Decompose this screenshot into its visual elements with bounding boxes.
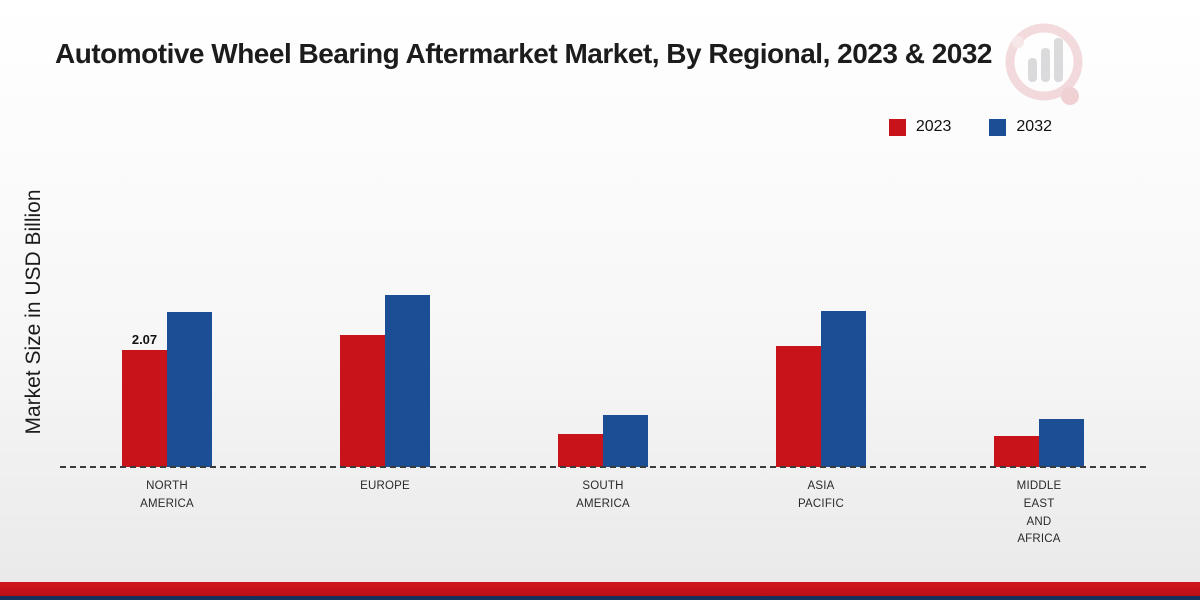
y-axis-label: Market Size in USD Billion <box>22 189 45 435</box>
bar-group-asia-pacific <box>776 290 866 467</box>
plot-area: 2.07 <box>58 290 1148 467</box>
legend-swatch-2023-icon <box>888 118 906 136</box>
x-axis-baseline <box>60 466 1146 468</box>
legend-label-2023: 2023 <box>915 118 952 135</box>
bar-group-europe <box>340 290 430 467</box>
bar-2032-middle-east-and-africa <box>1039 419 1084 467</box>
legend-item-2032: 2032 <box>989 118 1052 136</box>
category-label-south-america: SOUTH AMERICA <box>576 480 630 510</box>
legend-swatch-2032-icon <box>989 118 1007 136</box>
bar-value-label: 2.07 <box>131 332 158 347</box>
bar-group-north-america: 2.07 <box>122 290 212 467</box>
category-label-asia-pacific: ASIA PACIFIC <box>798 480 844 510</box>
page-title: Automotive Wheel Bearing Aftermarket Mar… <box>55 38 993 69</box>
category-labels: NORTH AMERICA EUROPE SOUTH AMERICA ASIA PAC… <box>58 478 1148 549</box>
bar-2023-europe <box>340 335 385 467</box>
bar-groups: 2.07 <box>58 290 1148 467</box>
bar-2032-europe <box>385 295 430 467</box>
footer-red-strip <box>0 582 1200 596</box>
bar-2023-north-america: 2.07 <box>122 332 167 467</box>
bar-2032-north-america <box>167 312 212 467</box>
bar-2023-middle-east-and-africa <box>994 436 1039 467</box>
chart-legend: 2023 2032 <box>888 118 1052 136</box>
legend-item-2023: 2023 <box>888 118 952 136</box>
bar-group-middle-east-and-africa <box>994 290 1084 467</box>
category-label-middle-east-and-africa: MIDDLE EAST AND AFRICA <box>1016 480 1062 546</box>
category-label-europe: EUROPE <box>360 480 410 492</box>
legend-label-2032: 2032 <box>1016 118 1052 135</box>
bar-chart-logo-icon <box>1005 23 1083 105</box>
category-label-north-america: NORTH AMERICA <box>140 480 194 510</box>
bar-group-south-america <box>558 290 648 467</box>
bar-2023-asia-pacific <box>776 346 821 467</box>
bar-2023-south-america <box>558 434 603 467</box>
bar-2032-asia-pacific <box>821 311 866 467</box>
bar-2032-south-america <box>603 415 648 467</box>
footer-navy-strip <box>0 596 1200 600</box>
